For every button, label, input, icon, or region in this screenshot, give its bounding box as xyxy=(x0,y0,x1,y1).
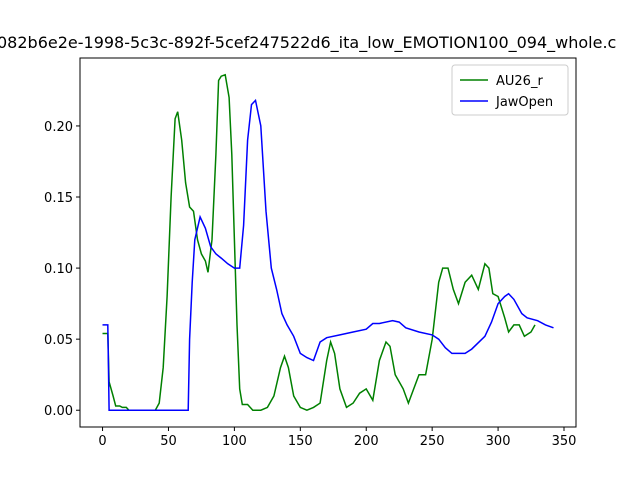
legend-label: JawOpen xyxy=(495,95,553,110)
y-tick-label: 0.00 xyxy=(44,404,73,419)
x-tick-label: 0 xyxy=(98,434,106,449)
y-tick-label: 0.20 xyxy=(44,120,73,135)
x-tick-label: 150 xyxy=(288,434,313,449)
x-tick-label: 100 xyxy=(222,434,247,449)
x-tick-label: 300 xyxy=(486,434,511,449)
y-tick-label: 0.10 xyxy=(44,262,73,277)
x-tick-label: 350 xyxy=(552,434,577,449)
plot-frame xyxy=(79,57,577,428)
y-tick-label: 0.15 xyxy=(44,191,73,206)
y-tick-label: 0.05 xyxy=(44,333,73,348)
x-tick-label: 50 xyxy=(160,434,177,449)
legend-label: AU26_r xyxy=(496,74,543,89)
x-tick-label: 200 xyxy=(354,434,379,449)
legend-box xyxy=(451,64,569,116)
line xyxy=(102,73,536,412)
chart-title: 082b6e2e-1998-5c3c-892f-5cef247522d6_ita… xyxy=(0,33,616,53)
line xyxy=(102,98,554,411)
x-tick-label: 250 xyxy=(420,434,445,449)
